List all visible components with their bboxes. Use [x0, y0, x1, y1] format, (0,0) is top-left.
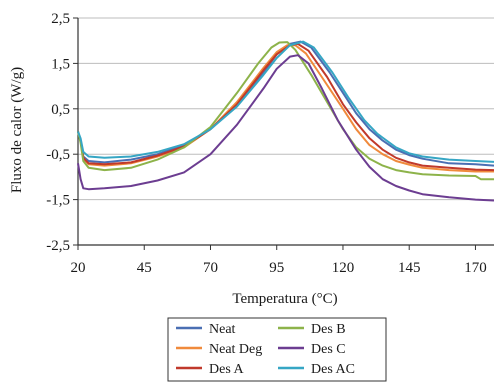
legend-label-des-c: Des C [311, 342, 346, 357]
x-tick-label: 70 [203, 260, 218, 276]
x-tick-label: 95 [269, 260, 284, 276]
tick-labels: 2,5 1,5 0,5 -0,5 -1,5 -2,520 45 70 95 120 145 170 [46, 11, 486, 276]
legend: Neat Neat Deg Des A Des B Des C Des AC [167, 317, 387, 382]
x-tick-label: 45 [137, 260, 152, 276]
y-axis-label: Fluxo de calor (W/g) [9, 67, 25, 193]
y-tick-label: -0,5 [46, 147, 70, 163]
y-tick-label: 1,5 [51, 56, 70, 72]
legend-items: Neat Neat Deg Des A Des B Des C Des AC [176, 322, 355, 377]
legend-label-neat-deg: Neat Deg [209, 342, 262, 357]
x-tick-label: 170 [464, 260, 487, 276]
series-line-des-ac [77, 40, 494, 163]
legend-label-des-ac: Des AC [311, 362, 355, 377]
y-tick-label: -1,5 [46, 193, 70, 209]
legend-label-neat: Neat [209, 322, 236, 337]
legend-label-des-a: Des A [209, 362, 245, 377]
series-line-des-c [77, 54, 494, 202]
y-tick-label: 2,5 [51, 11, 70, 27]
series-line-des-a [77, 42, 494, 172]
legend-label-des-b: Des B [311, 322, 346, 337]
legend-box [167, 317, 387, 382]
y-tick-label: -2,5 [46, 238, 70, 254]
x-tick-label: 20 [71, 260, 86, 276]
y-tick-label: 0,5 [51, 102, 70, 118]
x-tick-label: 145 [398, 260, 421, 276]
series-layer [77, 40, 494, 202]
x-axis-label: Temperatura (°C) [232, 291, 337, 307]
x-tick-label: 120 [332, 260, 355, 276]
series-line-des-b [77, 41, 494, 181]
grid-layer [78, 17, 494, 246]
